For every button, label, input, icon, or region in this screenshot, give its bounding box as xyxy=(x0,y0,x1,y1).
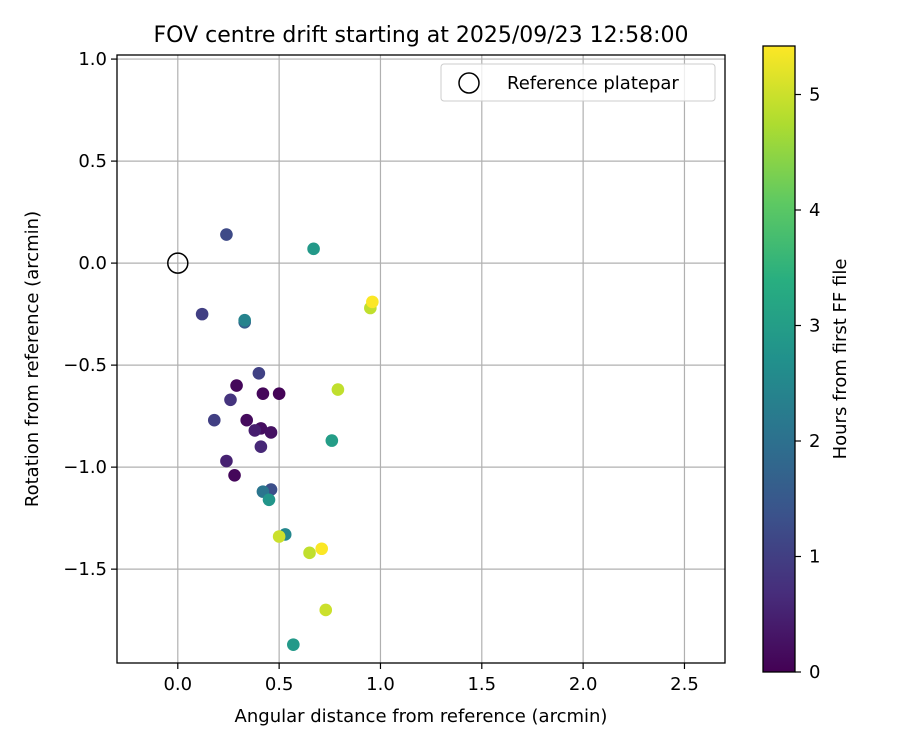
x-tick-label: 0.5 xyxy=(265,674,294,695)
y-tick-label: −0.5 xyxy=(63,355,107,376)
data-point xyxy=(238,313,251,327)
x-axis-label: Angular distance from reference (arcmin) xyxy=(235,706,608,727)
data-point xyxy=(272,530,286,543)
data-point xyxy=(264,426,278,439)
legend-marker-icon xyxy=(458,72,480,94)
y-tick-label: 1.0 xyxy=(78,49,107,70)
y-tick-label: −1.0 xyxy=(63,457,107,478)
data-point xyxy=(252,366,266,380)
data-point xyxy=(224,393,237,407)
colorbar-gradient xyxy=(762,45,796,673)
y-tick-label: 0.5 xyxy=(78,151,107,172)
data-point xyxy=(331,383,345,396)
data-point xyxy=(254,440,268,454)
colorbar-tick-label: 1 xyxy=(809,547,820,568)
colorbar-tick-label: 2 xyxy=(809,431,820,452)
x-tick-label: 1.5 xyxy=(467,674,496,695)
data-point xyxy=(325,434,339,447)
legend-label: Reference platepar xyxy=(507,73,679,94)
data-point xyxy=(319,603,333,617)
data-point xyxy=(272,387,286,400)
x-tick-label: 0.0 xyxy=(163,674,192,695)
y-tick-label: 0.0 xyxy=(78,253,107,274)
data-point xyxy=(287,638,300,651)
y-axis-label: Rotation from reference (arcmin) xyxy=(22,211,43,507)
x-tick-label: 2.0 xyxy=(569,674,598,695)
colorbar-tick-label: 0 xyxy=(809,662,820,683)
data-point xyxy=(366,295,379,309)
data-point xyxy=(230,379,243,392)
data-point xyxy=(220,454,233,468)
y-axis-ticks: 1.0 0.5 0.0 −0.5 −1.0 −1.5 xyxy=(63,49,117,580)
data-point xyxy=(256,387,270,400)
colorbar-tick-label: 5 xyxy=(809,85,820,106)
colorbar-label: Hours from first FF file xyxy=(830,259,851,460)
data-point xyxy=(307,242,320,256)
colorbar-tick-label: 3 xyxy=(809,316,820,337)
plot-frame xyxy=(116,54,726,664)
data-point xyxy=(228,468,241,482)
data-point xyxy=(195,307,209,321)
data-point xyxy=(240,413,254,427)
grid-lines xyxy=(117,55,725,663)
x-tick-label: 1.0 xyxy=(366,674,395,695)
data-points xyxy=(195,228,379,651)
reference-marker xyxy=(167,252,189,274)
chart-title: FOV centre drift starting at 2025/09/23 … xyxy=(154,23,689,48)
reference-marker-group xyxy=(167,252,189,274)
colorbar: 0 1 2 3 4 5 Hours from first FF file xyxy=(762,45,851,683)
y-tick-label: −1.5 xyxy=(63,559,107,580)
x-tick-label: 2.5 xyxy=(670,674,699,695)
data-point xyxy=(207,413,221,427)
legend: Reference platepar xyxy=(440,63,716,102)
data-point xyxy=(303,546,316,560)
x-axis-ticks: 0.0 0.5 1.0 1.5 2.0 2.5 xyxy=(163,663,699,695)
data-point xyxy=(262,493,276,507)
data-point xyxy=(315,542,328,556)
legend-box xyxy=(440,63,716,102)
colorbar-ticks: 0 1 2 3 4 5 xyxy=(795,85,820,683)
data-point xyxy=(248,424,262,437)
colorbar-tick-label: 4 xyxy=(809,200,820,221)
data-point xyxy=(220,228,233,241)
